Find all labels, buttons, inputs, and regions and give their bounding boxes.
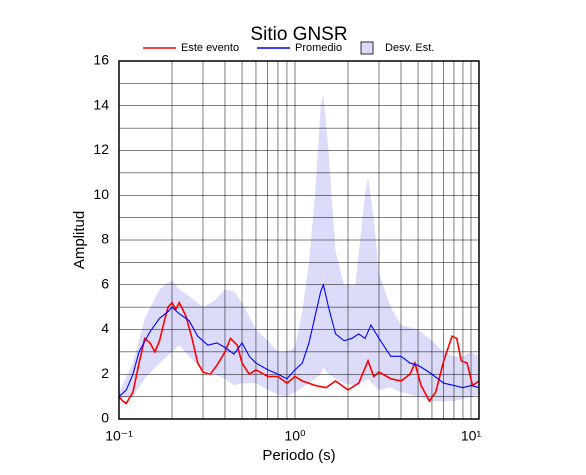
std-band <box>119 94 479 402</box>
chart-title: Sitio GNSR <box>250 24 347 45</box>
y-tick-label: 14 <box>93 96 109 112</box>
y-tick-label: 16 <box>93 52 109 68</box>
y-axis-label: Amplitud <box>71 211 88 269</box>
y-tick-label: 8 <box>101 231 109 247</box>
legend-label: Desv. Est. <box>385 42 434 54</box>
y-tick-label: 4 <box>101 320 109 336</box>
legend-label: Promedio <box>295 42 342 54</box>
x-tick-label: 10⁰ <box>284 428 306 444</box>
x-axis-label: Periodo (s) <box>262 447 335 464</box>
y-tick-label: 10 <box>93 186 109 202</box>
legend-swatch <box>360 41 374 55</box>
y-tick-label: 12 <box>93 141 109 157</box>
plot-frame <box>118 60 480 420</box>
series-line <box>118 282 480 398</box>
y-tick-label: 6 <box>101 275 109 291</box>
x-tick-label: 10⁻¹ <box>105 428 133 444</box>
series-line <box>118 300 480 405</box>
y-tick-label: 0 <box>101 410 109 426</box>
y-tick-label: 2 <box>101 365 109 381</box>
legend-label: Este evento <box>181 42 239 54</box>
x-tick-label: 10¹ <box>461 428 482 444</box>
